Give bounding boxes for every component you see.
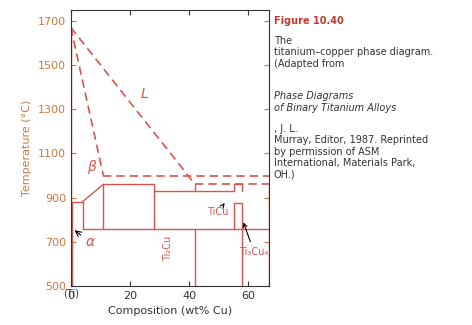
Text: Figure 10.40: Figure 10.40: [274, 16, 344, 26]
Text: The
titanium–copper phase diagram.
(Adapted from: The titanium–copper phase diagram. (Adap…: [274, 36, 433, 69]
Text: α: α: [76, 231, 95, 249]
Text: L: L: [141, 87, 149, 101]
Y-axis label: Temperature (°C): Temperature (°C): [22, 100, 32, 196]
Text: Phase Diagrams
of Binary Titanium Alloys: Phase Diagrams of Binary Titanium Alloys: [274, 91, 396, 112]
Text: Ti₂Cu: Ti₂Cu: [163, 236, 173, 262]
Text: TiCu: TiCu: [207, 204, 228, 217]
Text: β: β: [87, 160, 96, 174]
Text: , J. L.
Murray, Editor, 1987. Reprinted
by permission of ASM
International, Mate: , J. L. Murray, Editor, 1987. Reprinted …: [274, 124, 428, 180]
Text: Ti₃Cu₄: Ti₃Cu₄: [239, 224, 269, 257]
Text: (Ti): (Ti): [63, 288, 79, 298]
X-axis label: Composition (wt% Cu): Composition (wt% Cu): [108, 306, 232, 317]
